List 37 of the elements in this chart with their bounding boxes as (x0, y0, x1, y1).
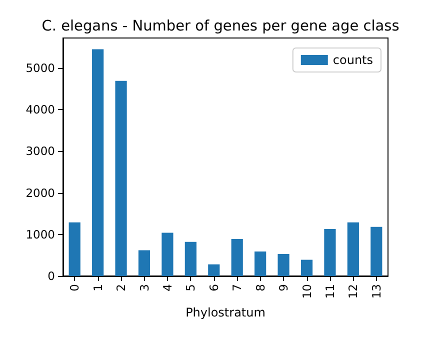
x-tick-label: 4 (160, 284, 174, 292)
bar (300, 260, 313, 276)
x-tick-label: 7 (230, 284, 244, 292)
x-tick-label: 2 (114, 284, 128, 292)
x-axis-title: Phylostratum (186, 306, 266, 320)
x-tick-label: 3 (137, 284, 152, 292)
y-tick-label: 0 (48, 269, 55, 283)
bar (208, 264, 220, 276)
x-tick-label: 5 (184, 284, 198, 292)
bar (92, 49, 104, 276)
x-tick-label: 9 (276, 284, 291, 292)
chart-title: C. elegans - Number of genes per gene age class (42, 18, 400, 34)
x-tick-label: 13 (369, 284, 384, 299)
y-tick-label: 1000 (26, 227, 55, 242)
bar (231, 238, 243, 276)
bar (347, 222, 359, 276)
bar (370, 226, 382, 276)
x-tick-label: 8 (253, 284, 268, 292)
y-tick-label: 3000 (26, 144, 55, 158)
y-tick-label: 2000 (26, 186, 55, 200)
x-tick-label: 10 (300, 284, 314, 299)
x-tick-label: 0 (68, 284, 82, 292)
bar (138, 250, 150, 276)
x-tick-label: 12 (346, 284, 360, 299)
bar (324, 228, 336, 276)
x-tick-label: 11 (322, 284, 337, 299)
legend-label: counts (332, 53, 373, 67)
x-tick-label: 1 (90, 284, 105, 292)
y-tick-label: 4000 (26, 102, 55, 117)
bar (115, 80, 127, 276)
y-tick-label: 5000 (26, 60, 55, 75)
x-tick-label: 6 (206, 284, 221, 292)
bar (68, 222, 80, 276)
bar (254, 251, 266, 276)
bar (162, 232, 174, 276)
bar (184, 242, 196, 276)
bar (278, 254, 290, 276)
